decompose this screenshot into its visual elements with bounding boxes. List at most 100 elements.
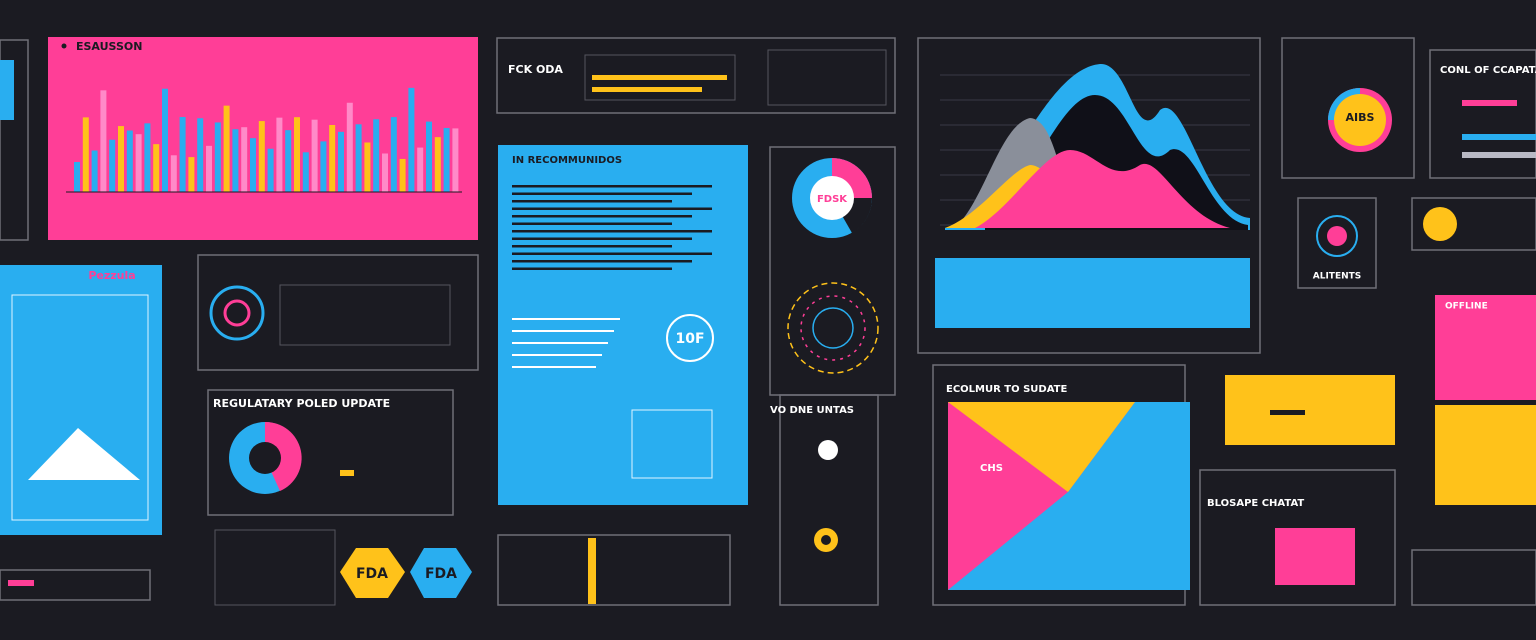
storage-panel — [1199, 469, 1396, 606]
risk-label: FDSK — [817, 194, 848, 205]
decor-bar — [82, 117, 89, 192]
badge-hex — [340, 548, 405, 598]
knob — [818, 440, 838, 460]
decor-bar — [170, 155, 177, 192]
list-panel — [497, 534, 731, 606]
decor-bar — [320, 141, 327, 192]
decor-bar — [417, 147, 424, 192]
dot — [61, 43, 67, 49]
radar-ring — [800, 295, 866, 361]
decor-bar — [109, 139, 116, 192]
funding-title: FCK ODA — [508, 63, 563, 76]
recommendation-title: IN RECOMMUNIDOS — [512, 155, 622, 166]
decor-bar — [179, 117, 186, 192]
panel-block — [0, 60, 14, 120]
ring — [1316, 215, 1358, 257]
decor-bar — [390, 117, 397, 192]
text-line — [512, 185, 712, 188]
text-line — [512, 222, 672, 225]
capacity-panel — [1429, 49, 1536, 179]
alert-icon — [1423, 207, 1457, 241]
offline-title: OFFLINE — [1445, 302, 1488, 312]
text-lines — [512, 185, 712, 368]
recommendation-badge: 10F — [675, 331, 704, 347]
decor-bar — [294, 117, 300, 192]
donut-hole — [249, 442, 281, 474]
decor-bar — [276, 117, 283, 192]
decor-bar — [364, 142, 371, 192]
text-line — [512, 318, 620, 320]
decor-bar — [434, 137, 441, 192]
decor-bar — [188, 157, 195, 192]
decor-bar — [452, 128, 459, 192]
capacity-bar — [1462, 100, 1517, 106]
summary-shape — [948, 402, 1135, 492]
text-line — [512, 215, 692, 218]
decor-bar — [373, 119, 380, 192]
decor-bar — [232, 129, 239, 192]
storage-title: BLOSAPE CHATAT — [1207, 498, 1304, 509]
offline-panel — [1435, 295, 1536, 400]
decor-bar — [346, 102, 353, 192]
decor-bar — [241, 127, 248, 192]
text-line — [512, 192, 692, 195]
text-line — [512, 200, 672, 203]
legend-swatch — [340, 470, 354, 476]
decor-bar — [258, 121, 265, 192]
decor-bar — [302, 152, 309, 192]
accent-bar — [588, 538, 596, 604]
area — [975, 150, 1230, 228]
capacity-donut-label: AIBS — [1346, 111, 1375, 124]
text-line — [512, 252, 712, 255]
decor-bar — [118, 126, 124, 192]
recommendation-panel — [498, 145, 748, 505]
decor-bar — [197, 118, 204, 192]
panel-frame — [0, 39, 29, 241]
side-panel-title: Pezzula — [88, 269, 135, 282]
text-box — [279, 284, 451, 346]
text-line — [512, 354, 602, 356]
summary-label: CHS — [980, 463, 1003, 474]
decor-bar — [126, 130, 133, 192]
ring-core — [1327, 226, 1347, 246]
decor-bar — [355, 124, 362, 192]
decor-bar — [91, 150, 98, 192]
decor-bar — [311, 119, 318, 192]
donut-hole — [810, 176, 854, 220]
alert-card — [1411, 197, 1536, 251]
legend-strip — [935, 258, 1250, 328]
side-panel — [0, 265, 162, 535]
funding-panel — [496, 37, 896, 114]
text-line — [512, 245, 672, 248]
text-line — [512, 366, 596, 368]
radar-ring — [787, 282, 879, 374]
badge-label: FDA — [356, 566, 388, 582]
analytics-title: ESAUSSON — [76, 40, 142, 53]
mountain-icon — [28, 428, 140, 480]
decor-bar — [382, 153, 388, 192]
info-panel — [197, 254, 479, 371]
donut-panel — [1281, 37, 1415, 179]
decor-bar — [162, 88, 168, 192]
status-bar — [8, 580, 34, 586]
yellow-panel — [1435, 405, 1536, 505]
badge-hex — [410, 548, 472, 598]
knob-center — [821, 535, 831, 545]
decor-bar — [206, 145, 212, 192]
decor-bar — [223, 105, 230, 192]
panel-frame — [0, 569, 151, 601]
side-panel-inner — [11, 294, 149, 521]
regulatory-panel — [207, 389, 454, 516]
decor-bar — [153, 144, 160, 192]
capacity-bar — [1462, 152, 1536, 158]
alerts-title: ALITENTS — [1313, 272, 1362, 282]
text-line — [512, 207, 712, 210]
list-box — [767, 49, 887, 106]
progress-bar — [592, 87, 702, 92]
units-panel — [779, 394, 879, 606]
alerts-panel — [1297, 197, 1377, 289]
ring — [209, 285, 265, 341]
ring — [223, 299, 251, 327]
text-line — [512, 237, 692, 240]
